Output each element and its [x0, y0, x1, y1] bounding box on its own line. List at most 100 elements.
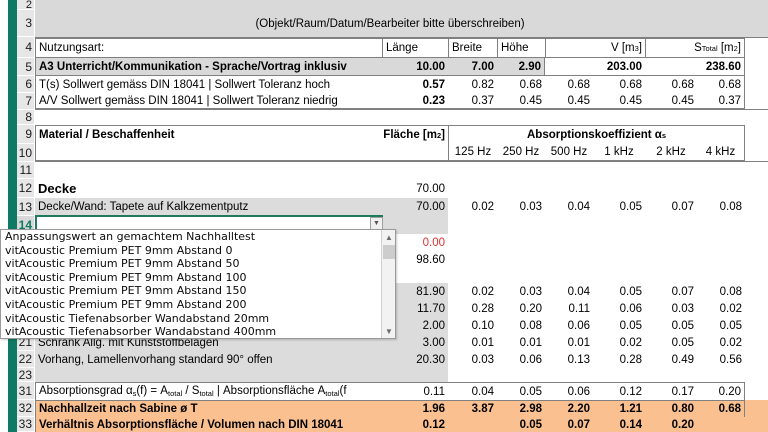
cell-a22-500[interactable]: 0.13 [545, 351, 593, 368]
row-header-33[interactable]: 33 [17, 417, 34, 432]
cell-material-13[interactable]: Decke/Wand: Tapete auf Kalkzementputz [35, 198, 382, 216]
cell-hoehe-header[interactable]: Höhe [497, 38, 545, 58]
cell-r6-v1[interactable]: 0.82 [471, 78, 494, 91]
cell-ts-sollwert-label[interactable]: T(s) Sollwert gemäss DIN 18041 | Sollwer… [35, 76, 382, 93]
cell-b10[interactable] [382, 144, 448, 161]
cell-r32-1k[interactable]: 1.21 [593, 400, 645, 417]
cell-a19-125[interactable]: 0.28 [448, 300, 497, 317]
scroll-up-icon[interactable]: ▲ [382, 230, 395, 244]
cell-r7-v5[interactable]: 0.45 [645, 93, 697, 109]
cell-freq-2k[interactable]: 2 kHz [645, 144, 697, 161]
cell-a21-500[interactable]: 0.01 [545, 334, 593, 351]
row-header-11[interactable]: 11 [17, 162, 34, 179]
row-header-2[interactable]: 2 [17, 0, 34, 11]
row-header-23[interactable]: 23 [17, 368, 34, 382]
cell-flaeche-19[interactable]: 11.70 [382, 300, 448, 317]
row-header-6[interactable]: 6 [17, 76, 34, 93]
cell-rest-23[interactable] [448, 368, 745, 382]
row-5[interactable]: A3 Unterricht/Kommunikation - Sprache/Vo… [35, 58, 768, 76]
cell-flaeche-20[interactable]: 2.00 [382, 317, 448, 334]
dropdown-item-5[interactable]: vitAcoustic Premium PET 9mm Abstand 200 [5, 297, 247, 311]
cell-a21-4k[interactable]: 0.02 [697, 334, 745, 351]
cell-r6-v3[interactable]: 0.68 [567, 78, 590, 91]
cell-a13-2k[interactable]: 0.07 [645, 198, 697, 216]
cell-stotal-header[interactable]: S Total [m 2] [645, 38, 745, 58]
cell-rest-15[interactable] [448, 234, 745, 251]
cell-r7-v1[interactable]: 0.37 [448, 93, 497, 109]
cell-a2[interactable] [35, 0, 745, 10]
cell-breite-header[interactable]: Breite [448, 38, 497, 58]
cell-a22-1k[interactable]: 0.28 [593, 351, 645, 368]
cell-r33-250[interactable]: 0.05 [519, 418, 542, 431]
cell-decke-rest[interactable] [448, 179, 745, 198]
cell-r6-v4[interactable]: 0.68 [619, 78, 642, 91]
cell-a19-500[interactable]: 0.11 [545, 300, 593, 317]
cell-a13-250[interactable]: 0.03 [497, 198, 545, 216]
cell-freq-125[interactable]: 125 Hz [448, 144, 497, 161]
cell-raumtyp[interactable]: A3 Unterricht/Kommunikation - Sprache/Vo… [35, 58, 382, 76]
scroll-down-icon[interactable]: ▼ [382, 324, 395, 338]
row-header-4[interactable]: 4 [17, 37, 34, 58]
cell-r32-flaeche[interactable]: 1.96 [382, 400, 448, 417]
cell-a11[interactable] [35, 162, 745, 179]
row-32[interactable]: Nachhallzeit nach Sabine ø T 1.96 3.87 2… [35, 400, 768, 417]
row-header-31[interactable]: 31 [17, 382, 34, 400]
cell-nachhallzeit-label[interactable]: Nachhallzeit nach Sabine ø T [35, 400, 382, 417]
row-6[interactable]: T(s) Sollwert gemäss DIN 18041 | Sollwer… [35, 76, 768, 93]
cell-a19-4k[interactable]: 0.02 [697, 300, 745, 317]
cell-section-decke[interactable]: Decke [35, 179, 382, 198]
cell-a19-1k[interactable]: 0.06 [593, 300, 645, 317]
cell-a18-2k[interactable]: 0.07 [645, 283, 697, 300]
dropdown-item-3[interactable]: vitAcoustic Premium PET 9mm Abstand 100 [5, 270, 247, 284]
cell-r31-125[interactable]: 0.04 [448, 382, 497, 400]
cell-a13-125[interactable]: 0.02 [448, 198, 497, 216]
cell-r31-2k[interactable]: 0.17 [645, 382, 697, 400]
cell-r33-125[interactable] [448, 417, 497, 432]
cell-r7-v3[interactable]: 0.45 [545, 93, 593, 109]
cell-flaeche-13[interactable]: 70.00 [382, 198, 448, 216]
row-header-10[interactable]: 10 [17, 144, 34, 162]
cell-a22-250[interactable]: 0.06 [497, 351, 545, 368]
cell-rest-17[interactable] [448, 268, 745, 283]
cell-a20-1k[interactable]: 0.05 [593, 317, 645, 334]
cell-r7-v0[interactable]: 0.23 [382, 93, 448, 109]
cell-a20-125[interactable]: 0.10 [448, 317, 497, 334]
cell-r32-500[interactable]: 2.20 [545, 400, 593, 417]
cell-r32-125[interactable]: 3.87 [448, 400, 497, 417]
cell-a8[interactable] [35, 110, 745, 125]
row-header-13[interactable]: 13 [17, 198, 34, 216]
cell-a18-125[interactable]: 0.02 [448, 283, 497, 300]
cell-a18-250[interactable]: 0.03 [497, 283, 545, 300]
row-13[interactable]: Decke/Wand: Tapete auf Kalkzementputz 70… [35, 198, 768, 216]
dropdown-item-4[interactable]: vitAcoustic Premium PET 9mm Abstand 150 [5, 284, 247, 298]
cell-volume-value[interactable]: 203.00 [545, 58, 645, 76]
dropdown-item-7[interactable]: vitAcoustic Tiefenabsorber Wandabstand 4… [5, 325, 277, 339]
row-8[interactable] [35, 110, 768, 125]
row-header-22[interactable]: 22 [17, 351, 34, 368]
cell-a18-500[interactable]: 0.04 [545, 283, 593, 300]
cell-a21-1k[interactable]: 0.02 [593, 334, 645, 351]
row-header-32[interactable]: 32 [17, 400, 34, 417]
cell-r31-1k[interactable]: 0.12 [593, 382, 645, 400]
cell-a20-4k[interactable]: 0.05 [697, 317, 745, 334]
cell-flaeche-16[interactable]: 98.60 [382, 251, 448, 268]
dropdown-item-1[interactable]: vitAcoustic Premium PET 9mm Abstand 0 [5, 243, 233, 257]
cell-rest-16[interactable] [448, 251, 745, 268]
cell-r33-500[interactable]: 0.07 [567, 418, 590, 431]
row-3[interactable]: (Objekt/Raum/Datum/Bearbeiter bitte über… [35, 10, 768, 37]
cell-a22-4k[interactable]: 0.56 [697, 351, 745, 368]
dropdown-item-2[interactable]: vitAcoustic Premium PET 9mm Abstand 50 [5, 257, 240, 271]
cell-r32-4k[interactable]: 0.68 [697, 400, 745, 417]
cell-a21-2k[interactable]: 0.05 [645, 334, 697, 351]
cell-a13-500[interactable]: 0.04 [545, 198, 593, 216]
cell-a22-2k[interactable]: 0.49 [645, 351, 697, 368]
cell-breite-value[interactable]: 7.00 [448, 58, 497, 76]
cell-flaeche-15[interactable]: 0.00 [382, 234, 448, 251]
cell-a20-2k[interactable]: 0.05 [645, 317, 697, 334]
scrollbar-thumb[interactable] [383, 245, 395, 259]
cell-a20-250[interactable]: 0.08 [497, 317, 545, 334]
cell-flaeche-17[interactable] [382, 268, 448, 283]
cell-a22-125[interactable]: 0.03 [448, 351, 497, 368]
cell-r6-v0[interactable]: 0.57 [422, 78, 445, 91]
